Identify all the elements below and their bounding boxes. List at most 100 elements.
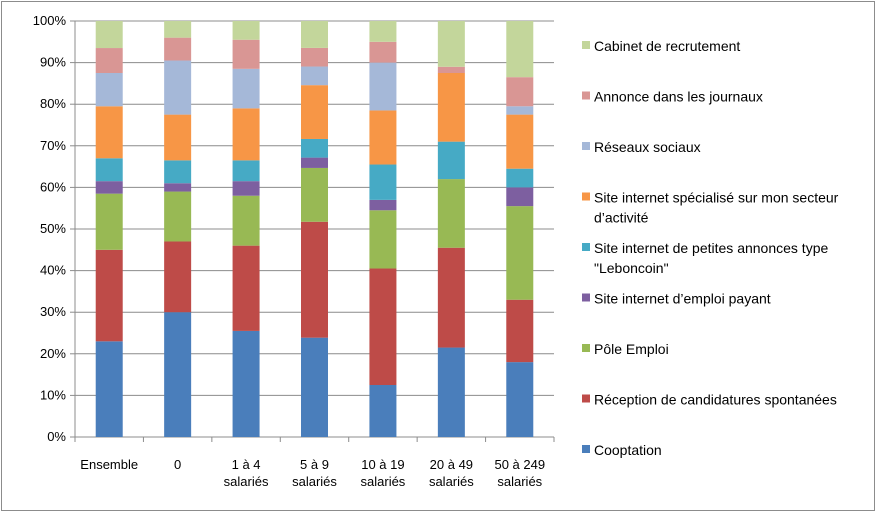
x-category-label: 10 à 19	[361, 457, 404, 472]
legend-swatch	[582, 445, 590, 453]
legend-swatch	[582, 142, 590, 150]
bar-segment	[437, 179, 465, 248]
y-tick-label: 20%	[40, 346, 66, 361]
bar-segment	[301, 47, 328, 67]
bar-segment	[95, 341, 123, 437]
bar-segment	[232, 330, 260, 437]
bar-segment	[437, 66, 465, 73]
bar-segment	[95, 73, 123, 107]
bar-segment	[506, 362, 534, 437]
bar-segment	[437, 247, 465, 348]
bar-segment	[164, 312, 192, 437]
x-category-label: salariés	[361, 474, 406, 489]
bar-segment	[301, 85, 328, 139]
bar-segment	[437, 141, 465, 180]
bar-segment	[232, 108, 260, 161]
legend-label: "Leboncoin"	[594, 260, 669, 276]
bar-segment	[369, 268, 397, 385]
x-category-label: salariés	[429, 474, 474, 489]
bar-segment	[164, 183, 192, 192]
bar-segment	[369, 110, 397, 165]
y-tick-label: 100%	[33, 13, 67, 28]
bar-segment	[232, 21, 260, 40]
legend-swatch	[582, 243, 590, 251]
legend-label: Site internet d’emploi payant	[594, 291, 771, 307]
bar-segment	[437, 21, 465, 67]
bar-segment	[232, 39, 260, 69]
legend-label: Site internet de petites annonces type	[594, 240, 828, 256]
bar-segment	[232, 68, 260, 109]
legend-label: Annonce dans les journaux	[594, 89, 763, 105]
bar-segment	[369, 41, 397, 63]
bar-segment	[506, 168, 534, 188]
legend-label: Cooptation	[594, 442, 662, 458]
x-category-label: salariés	[224, 474, 269, 489]
bar-segment	[164, 60, 192, 115]
bar-segment	[95, 249, 123, 342]
bar-segment	[506, 206, 534, 300]
bar-segment	[506, 77, 534, 107]
bar-segment	[95, 21, 123, 49]
legend-swatch	[582, 293, 590, 302]
bar-segment	[506, 187, 534, 207]
legend-label: d’activité	[594, 210, 649, 226]
bar-segment	[506, 106, 534, 115]
bar-segment	[164, 160, 192, 184]
legend-label: Réception de candidatures spontanées	[594, 392, 837, 408]
y-tick-label: 60%	[40, 179, 66, 194]
bar-segment	[301, 157, 328, 168]
x-category-label: 1 à 4	[232, 457, 261, 472]
y-tick-label: 50%	[40, 221, 66, 236]
legend-swatch	[582, 394, 590, 403]
bar-segment	[232, 245, 260, 331]
y-tick-label: 70%	[40, 138, 66, 153]
bar-segment	[369, 164, 397, 200]
y-tick-label: 0%	[47, 429, 66, 444]
x-category-label: 5 à 9	[300, 457, 329, 472]
bar-segment	[164, 37, 192, 61]
bar-segment	[301, 221, 328, 338]
y-tick-label: 10%	[40, 387, 66, 402]
bar-segment	[95, 158, 123, 182]
bar-segment	[437, 347, 465, 437]
x-category-label: 20 à 49	[430, 457, 473, 472]
legend-label: Réseaux sociaux	[594, 139, 701, 155]
bar-segment	[437, 73, 465, 142]
legend-swatch	[582, 41, 590, 49]
x-category-label: salariés	[292, 474, 337, 489]
y-tick-label: 40%	[40, 263, 66, 278]
legend-label: Site internet spécialisé sur mon secteur	[594, 190, 839, 206]
bar-segment	[369, 385, 397, 437]
bar-segment	[232, 160, 260, 182]
bar-segment	[369, 62, 397, 111]
bar-segment	[506, 299, 534, 363]
bar-segment	[301, 138, 328, 158]
bar-segment	[369, 199, 397, 211]
bar-segment	[369, 21, 397, 42]
legend-label: Cabinet de recrutement	[594, 38, 740, 54]
bar-segment	[95, 106, 123, 159]
y-tick-label: 80%	[40, 96, 66, 111]
bar-segment	[369, 210, 397, 269]
legend-swatch	[582, 192, 590, 201]
legend-swatch	[582, 91, 590, 100]
bar-segment	[164, 241, 192, 313]
y-tick-label: 30%	[40, 304, 66, 319]
bar-segment	[232, 181, 260, 196]
bar-segment	[506, 114, 534, 169]
x-category-label: salariés	[497, 474, 542, 489]
bar-segment	[95, 193, 123, 250]
x-category-label: Ensemble	[80, 457, 138, 472]
bar-segment	[301, 66, 328, 86]
legend-swatch	[582, 344, 590, 352]
bar-segment	[95, 48, 123, 73]
bar-segment	[301, 167, 328, 222]
bar-segment	[301, 337, 328, 437]
x-category-label: 50 à 249	[494, 457, 545, 472]
bar-segment	[232, 195, 260, 246]
bar-segment	[164, 21, 192, 38]
bar-segment	[164, 191, 192, 242]
bar-segment	[95, 181, 123, 194]
